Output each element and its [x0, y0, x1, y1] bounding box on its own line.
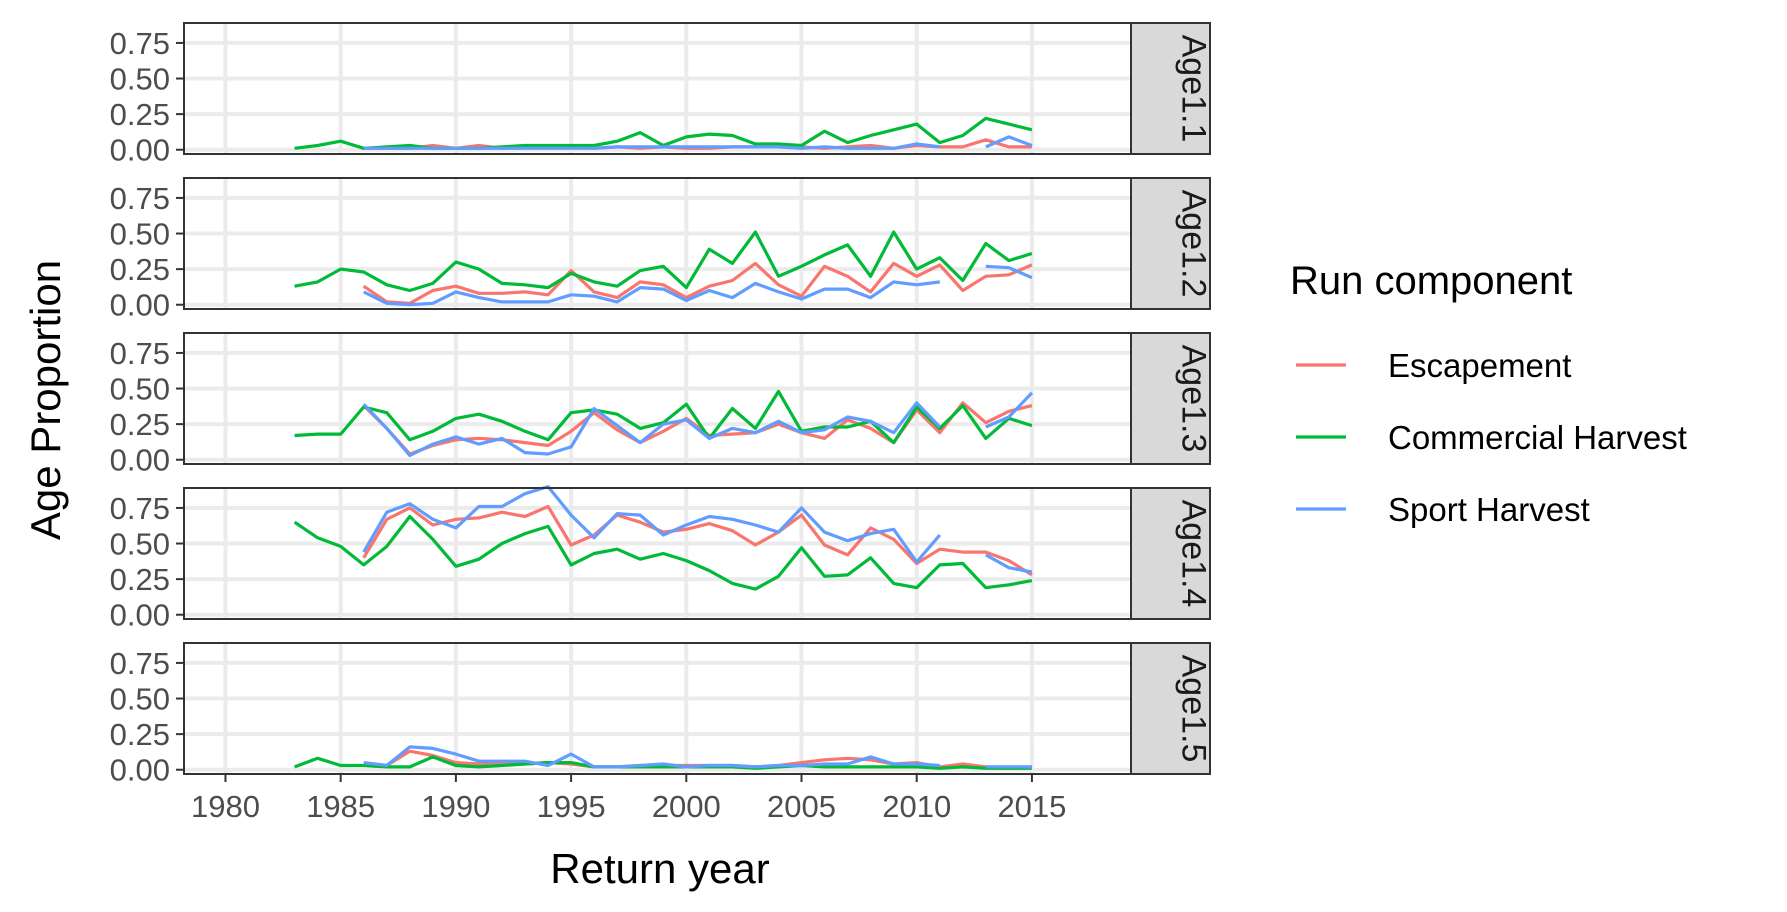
series-line-commercial-harvest [293, 514, 1033, 591]
series-line-sport-harvest [985, 553, 1033, 574]
strip-background [1130, 642, 1211, 775]
panel-age1-2: Age1.2 0.000.250.500.75 [110, 177, 1213, 323]
x-tick-label: 2000 [652, 789, 721, 824]
y-tick-label: 0.25 [110, 252, 170, 287]
series-line-sport-harvest [985, 264, 1033, 280]
legend: Run component Escapement Commercial Harve… [1290, 259, 1687, 528]
legend-label-escapement: Escapement [1388, 347, 1571, 384]
series-line-sport-harvest [363, 142, 940, 150]
series-line-commercial-harvest [294, 230, 1033, 293]
series-line-sport-harvest [362, 401, 941, 458]
series-line-sport-harvest [985, 391, 1034, 429]
series-line-escapement [362, 504, 1033, 577]
panel-age1-5: Age1.5 0.000.250.500.75 [110, 642, 1213, 788]
y-tick-label: 0.25 [110, 717, 170, 752]
x-tick-label: 2010 [882, 789, 951, 824]
legend-title: Run component [1290, 259, 1572, 303]
series-line-escapement [362, 261, 1033, 305]
panel-age1-4: Age1.4 0.000.250.500.75 [110, 485, 1213, 633]
panel-age1-1: Age1.1 0.000.250.500.75 [110, 22, 1213, 168]
panel-age1-3: Age1.3 0.000.250.500.75 [110, 332, 1213, 478]
series-line-escapement [362, 401, 1033, 456]
y-tick-label: 0.50 [110, 527, 170, 562]
strip-label: Age1.2 [1175, 190, 1213, 298]
strip-background [1130, 177, 1211, 310]
legend-label-commercial-harvest: Commercial Harvest [1388, 419, 1687, 456]
y-tick-label: 0.75 [110, 491, 170, 526]
strip-label: Age1.1 [1175, 35, 1213, 143]
y-tick-label: 0.50 [110, 372, 170, 407]
series-line-sport-harvest [362, 280, 940, 307]
y-tick-label: 0.75 [110, 181, 170, 216]
y-tick-label: 0.50 [110, 217, 170, 252]
y-tick-label: 0.75 [110, 336, 170, 371]
x-tick-label: 1980 [191, 789, 260, 824]
legend-label-sport-harvest: Sport Harvest [1388, 491, 1590, 528]
y-tick-label: 0.75 [110, 26, 170, 61]
x-tick-label: 2005 [767, 789, 836, 824]
y-tick-label: 0.00 [110, 443, 170, 478]
strip-label: Age1.5 [1175, 655, 1213, 763]
y-tick-label: 0.00 [110, 753, 170, 788]
series-line-commercial-harvest [294, 755, 1032, 770]
y-axis-title: Age Proportion [22, 260, 69, 540]
y-tick-label: 0.75 [110, 646, 170, 681]
strip-label: Age1.3 [1175, 345, 1213, 453]
strip-background [1130, 487, 1211, 620]
y-tick-label: 0.25 [110, 407, 170, 442]
strip-background [1130, 332, 1211, 465]
x-tick-label: 1995 [537, 789, 606, 824]
series-line-sport-harvest [362, 485, 942, 564]
y-tick-label: 0.25 [110, 97, 170, 132]
x-axis: 1980 1985 1990 1995 2000 2005 2010 2015 [191, 774, 1066, 824]
y-tick-label: 0.00 [110, 598, 170, 633]
panels: Age1.10.000.250.500.75Age1.20.000.250.50… [110, 22, 1213, 788]
y-tick-label: 0.25 [110, 562, 170, 597]
strip-background [1130, 22, 1211, 155]
strip-label: Age1.4 [1175, 500, 1213, 608]
y-tick-label: 0.50 [110, 62, 170, 97]
series-line-sport-harvest [363, 745, 940, 769]
series-line-sport-harvest [985, 135, 1033, 149]
x-tick-label: 1985 [306, 789, 375, 824]
y-tick-label: 0.00 [110, 288, 170, 323]
y-tick-label: 0.00 [110, 133, 170, 168]
x-tick-label: 2015 [997, 789, 1066, 824]
x-axis-title: Return year [550, 845, 769, 892]
x-tick-label: 1990 [421, 789, 490, 824]
y-tick-label: 0.50 [110, 682, 170, 717]
